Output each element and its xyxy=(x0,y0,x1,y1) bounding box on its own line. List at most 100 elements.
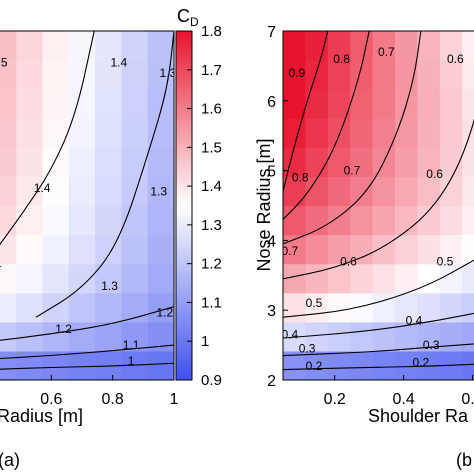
heatmap-cell xyxy=(439,89,463,119)
heatmap-cell xyxy=(350,234,374,265)
heatmap-cell xyxy=(68,31,96,61)
panel-label-a: (a) xyxy=(0,450,20,470)
contour-label: 0.5 xyxy=(306,296,323,310)
heatmap-cell xyxy=(0,263,17,294)
heatmap-cell xyxy=(417,118,441,148)
heatmap-cell xyxy=(95,205,123,236)
heatmap-cell xyxy=(417,263,441,294)
heatmap-cell xyxy=(417,205,441,236)
contour-label: 1 xyxy=(128,354,135,368)
heatmap-cell xyxy=(95,263,123,294)
contour-label: 1.4 xyxy=(34,181,51,195)
heatmap-cell xyxy=(283,263,306,294)
heatmap-cell xyxy=(42,234,70,265)
heatmap-cell xyxy=(42,118,70,148)
heatmap-cell xyxy=(439,263,463,294)
heatmap-cell xyxy=(95,89,123,119)
heatmap-cell xyxy=(305,89,329,119)
contour-label: 0.8 xyxy=(333,52,350,66)
heatmap-cell xyxy=(350,60,374,90)
contour-line xyxy=(283,312,474,339)
contour-line xyxy=(283,363,474,371)
heatmap-cell xyxy=(327,321,351,352)
heatmap-cell xyxy=(0,350,17,380)
heatmap-cell xyxy=(147,31,174,61)
heatmap-cell xyxy=(417,89,441,119)
heatmap-cell xyxy=(305,176,329,207)
contour-label: 0.7 xyxy=(344,164,361,178)
heatmap-cell xyxy=(350,350,374,380)
heatmap-cell xyxy=(16,31,44,61)
contour-label: 1.4 xyxy=(0,258,2,272)
heatmap-cell xyxy=(95,31,123,61)
heatmap-cell xyxy=(395,118,418,148)
heatmap-cell xyxy=(147,89,174,119)
heatmap-cell xyxy=(42,176,70,207)
heatmap-cell xyxy=(68,263,96,294)
heatmap-cell xyxy=(395,205,418,236)
heatmap-cell xyxy=(16,205,44,236)
heatmap-cell xyxy=(0,321,17,352)
y-tick-label: 2 xyxy=(267,373,276,390)
heatmap-cell xyxy=(121,176,149,207)
heatmap-cell xyxy=(0,147,17,178)
heatmap-cell xyxy=(16,263,44,294)
heatmap-cell xyxy=(16,234,44,265)
heatmap-cell xyxy=(68,147,96,178)
heatmap-b xyxy=(283,31,474,380)
heatmap-cell xyxy=(327,89,351,119)
colorbar-tick-label: 1.5 xyxy=(201,139,222,156)
contour-label: 1.1 xyxy=(123,338,140,352)
plot-frame-b xyxy=(282,30,474,381)
heatmap-cell xyxy=(327,60,351,90)
heatmap-cell xyxy=(395,60,418,90)
contour-label: 0.9 xyxy=(288,66,305,80)
heatmap-cell xyxy=(283,89,306,119)
y-ticks-b: 2 3 4 5 6 7 xyxy=(267,24,288,390)
heatmap-cell xyxy=(350,31,374,61)
x-axis-label-a: Radius [m] xyxy=(0,406,83,426)
heatmap-cell xyxy=(372,234,396,265)
heatmap-cell xyxy=(95,176,123,207)
colorbar-tick-label: 1.7 xyxy=(201,62,222,79)
heatmap-cell xyxy=(439,147,463,178)
contours-a: 1.5 1.4 1.3 1.4 1.3 1.4 1.3 1.2 1.2 1.1 1 xyxy=(0,31,174,370)
heatmap-cell xyxy=(0,176,17,207)
panel-label-b: (b xyxy=(456,450,472,470)
contour-line xyxy=(283,31,370,220)
heatmap-cell xyxy=(462,60,474,90)
heatmap-cell xyxy=(283,292,306,323)
heatmap-cell xyxy=(68,176,96,207)
heatmap-cell xyxy=(395,147,418,178)
heatmap-cell xyxy=(439,234,463,265)
contour-label: 0.5 xyxy=(437,254,454,268)
heatmap-cell xyxy=(327,147,351,178)
heatmap-cell xyxy=(462,292,474,323)
heatmap-cell xyxy=(95,321,123,352)
contour-line xyxy=(35,31,174,318)
heatmap-cell xyxy=(16,176,44,207)
heatmap-cell xyxy=(372,31,396,61)
heatmap-cell xyxy=(305,205,329,236)
heatmap-cell xyxy=(372,263,396,294)
heatmap-cell xyxy=(417,147,441,178)
heatmap-cell xyxy=(147,234,174,265)
colorbar-tick-label: 1.2 xyxy=(201,256,222,273)
heatmap-cell xyxy=(462,350,474,380)
heatmap-cell xyxy=(462,89,474,119)
heatmap-cell xyxy=(395,350,418,380)
heatmap-cell xyxy=(462,31,474,61)
heatmap-cell xyxy=(42,321,70,352)
heatmap-cell xyxy=(462,205,474,236)
contour-label: 0.3 xyxy=(423,338,440,352)
heatmap-cell xyxy=(350,147,374,178)
heatmap-cell xyxy=(42,89,70,119)
contour-line xyxy=(0,344,174,360)
heatmap-cell xyxy=(147,147,174,178)
heatmap-cell xyxy=(42,147,70,178)
heatmap-cell xyxy=(121,147,149,178)
heatmap-cell xyxy=(68,118,96,148)
plot-frame-a xyxy=(0,30,175,381)
heatmap-cell xyxy=(417,176,441,207)
x-tick-label: 0.6 xyxy=(461,391,474,408)
